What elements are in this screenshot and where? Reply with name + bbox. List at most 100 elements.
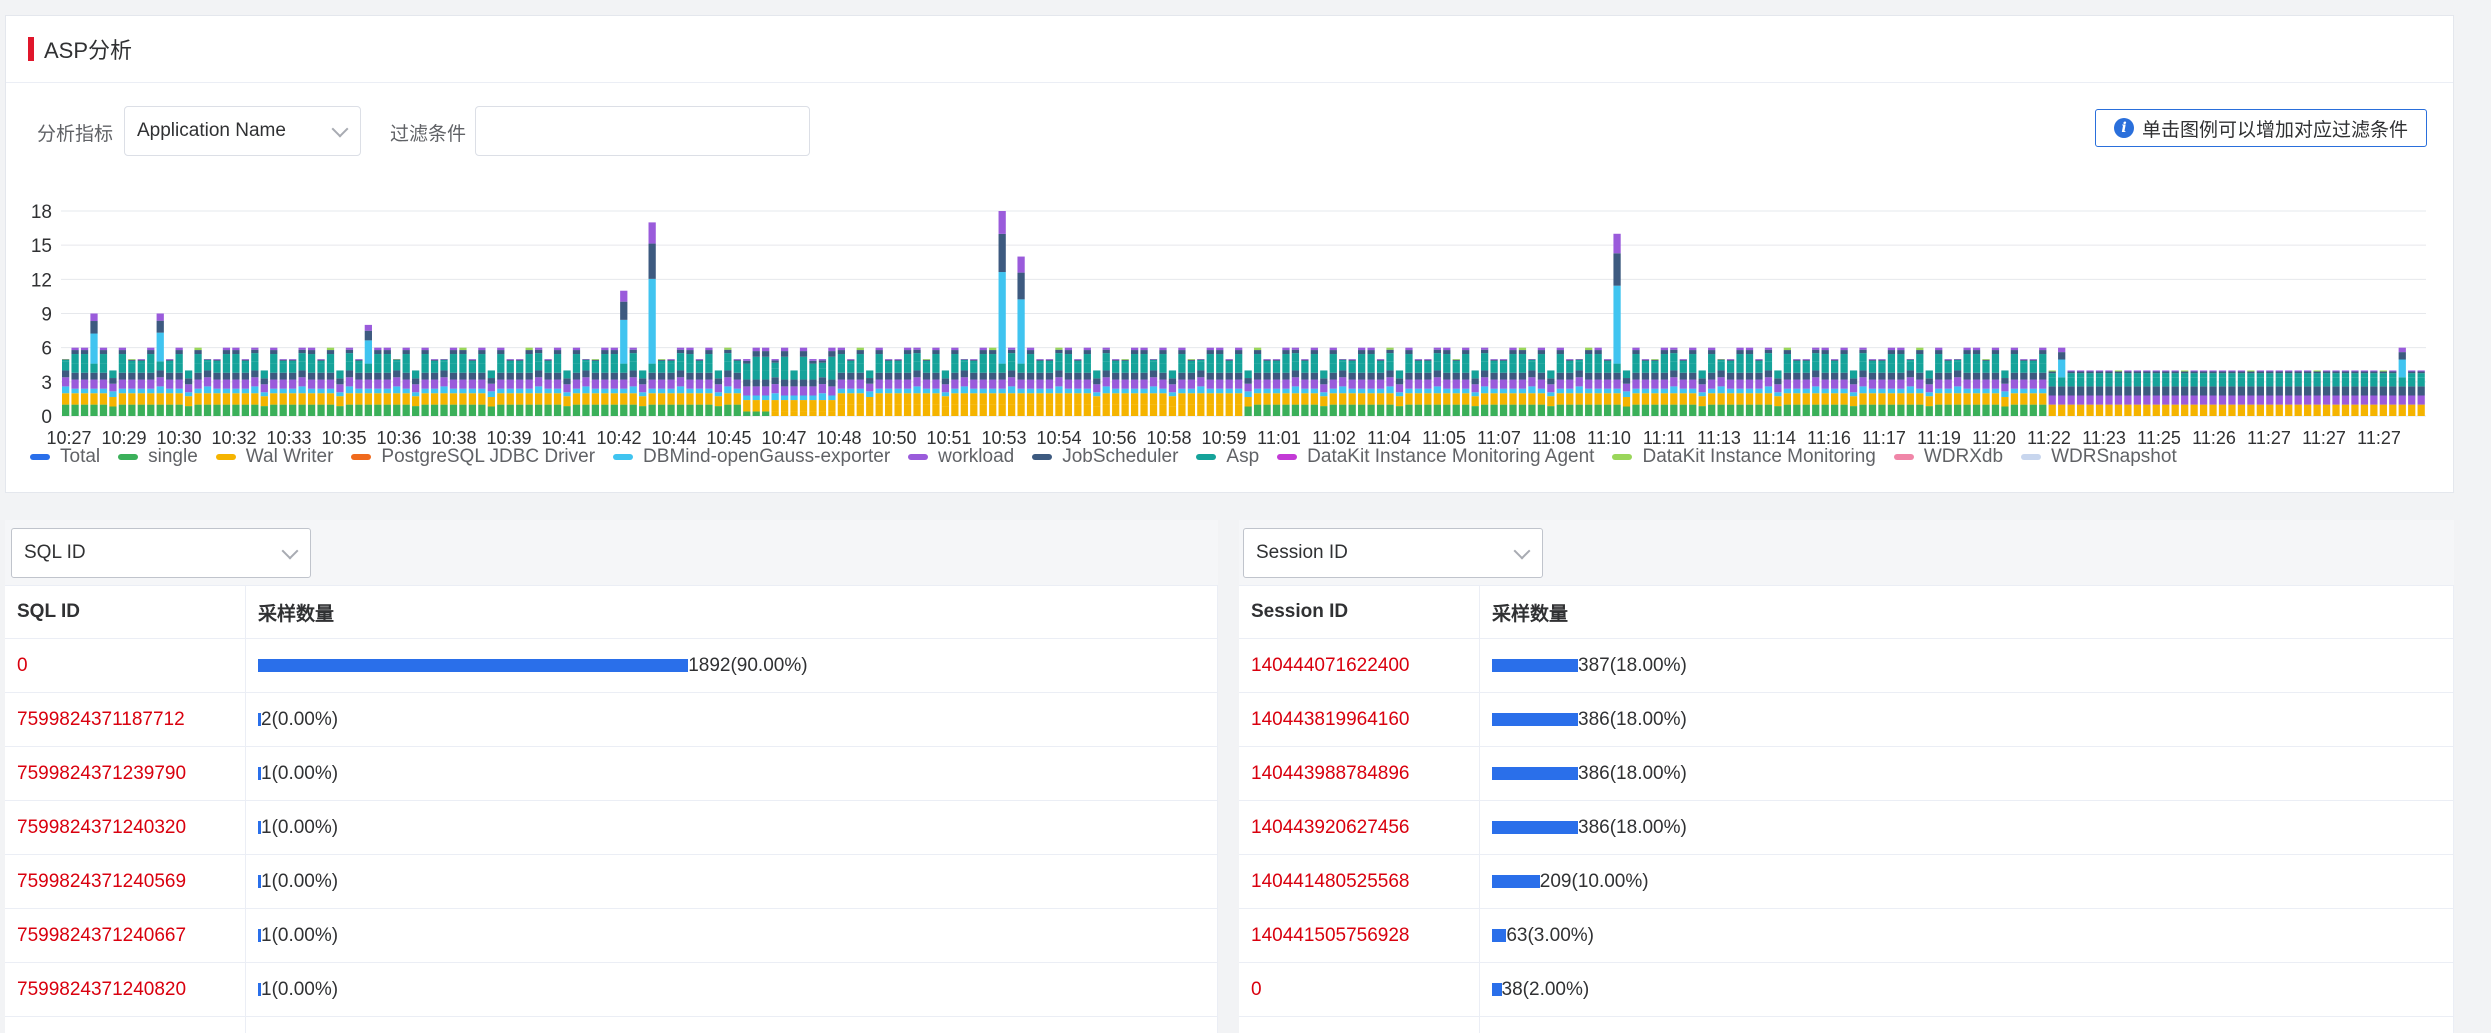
sql-dimension-select[interactable]: SQL ID — [11, 528, 311, 578]
legend-item[interactable]: DataKit Instance Monitoring Agent — [1277, 446, 1594, 468]
row-id[interactable]: 7599824371240320 — [5, 800, 246, 855]
bar-segment — [317, 359, 325, 360]
table-row[interactable]: 7599824371240820 1(0.00%) — [5, 962, 1218, 1017]
bar-segment — [1074, 388, 1082, 394]
bar-segment — [648, 393, 656, 405]
bar-segment — [1187, 379, 1195, 389]
row-id[interactable]: 140444071622400 — [1239, 638, 1480, 693]
bar-segment — [1547, 370, 1555, 379]
table-row[interactable]: 140441505756928 63(3.00%) — [1239, 908, 2454, 963]
bar-segment — [828, 379, 836, 387]
row-id[interactable]: 140443819964160 — [1239, 692, 1480, 747]
legend-item[interactable]: DBMind-openGauss-exporter — [613, 446, 890, 468]
bar-segment — [885, 372, 893, 380]
legend-item[interactable]: JobScheduler — [1032, 446, 1178, 468]
bar-segment — [2218, 395, 2227, 405]
table-row[interactable]: 0 1892(90.00%) — [5, 638, 1218, 693]
row-id[interactable]: 7599824371240569 — [5, 854, 246, 909]
x-tick-label: 11:23 — [2082, 428, 2126, 446]
bar-segment — [1783, 379, 1791, 389]
legend-item[interactable]: Total — [30, 446, 100, 468]
metric-select[interactable]: Application Name — [124, 106, 361, 156]
legend-item[interactable]: single — [118, 446, 198, 468]
row-id[interactable]: 140441505756928 — [1239, 908, 1480, 963]
bar-segment — [251, 370, 259, 378]
bar-segment — [1982, 360, 1990, 364]
bar-segment — [298, 386, 306, 394]
bar-segment — [1216, 350, 1224, 355]
table-row[interactable]: 7599824371240320 1(0.00%) — [5, 800, 1218, 855]
bar-segment — [147, 372, 155, 380]
legend-item[interactable]: workload — [908, 446, 1014, 468]
column-header-sample-count[interactable]: 采样数量 — [245, 586, 1218, 639]
bar-segment — [1121, 360, 1129, 364]
table-row[interactable]: 7599824371240667 1(0.00%) — [5, 908, 1218, 963]
row-id[interactable]: 7599824371241078 — [5, 1016, 246, 1033]
table-row[interactable]: 7599824371239790 1(0.00%) — [5, 746, 1218, 801]
bar-segment — [1424, 388, 1432, 394]
row-id[interactable]: 7599824371239790 — [5, 746, 246, 801]
row-id[interactable]: 140443920627456 — [1239, 800, 1480, 855]
bar-segment — [2351, 377, 2359, 387]
filter-label: 过滤条件 — [390, 124, 467, 145]
bar-segment — [1064, 354, 1073, 364]
bar-segment — [544, 393, 552, 405]
bar-segment — [2133, 373, 2141, 378]
bar-segment — [317, 359, 325, 361]
legend-item[interactable]: PostgreSQL JDBC Driver — [351, 446, 595, 468]
bar-segment — [374, 350, 382, 355]
bar-segment — [1462, 372, 1470, 380]
table-row[interactable]: 140444071622400 387(18.00%) — [1239, 638, 2454, 693]
column-header-session-id[interactable]: Session ID — [1239, 586, 1480, 639]
row-id[interactable]: 0 — [1239, 962, 1480, 1017]
row-id[interactable]: 7599824371187712 — [5, 692, 246, 747]
table-row[interactable]: 7599824371187712 2(0.00%) — [5, 692, 1218, 747]
row-id[interactable]: 7599824371240667 — [5, 908, 246, 963]
bar-segment — [345, 347, 354, 350]
bar-segment — [1206, 347, 1214, 351]
bar-segment — [1272, 404, 1281, 416]
bar-segment — [724, 349, 732, 354]
row-id[interactable]: 0 — [5, 638, 246, 693]
bar-segment — [970, 379, 978, 389]
bar-segment — [1405, 347, 1413, 351]
legend-item[interactable]: WDRSnapshot — [2021, 446, 2177, 468]
column-header-sample-count[interactable]: 采样数量 — [1479, 586, 2454, 639]
table-row[interactable]: 0 38(2.00%) — [1239, 962, 2454, 1017]
bar-segment — [1585, 379, 1593, 389]
table-row[interactable]: 14044361968614415(1.00%) — [1239, 1016, 2454, 1033]
legend-swatch — [908, 454, 929, 460]
table-row[interactable]: 140443920627456 386(18.00%) — [1239, 800, 2454, 855]
session-dimension-select[interactable]: Session ID — [1243, 528, 1543, 578]
row-id[interactable]: 140441480525568 — [1239, 854, 1480, 909]
bar-segment — [2417, 373, 2425, 378]
bar-segment — [478, 350, 486, 355]
bar-segment — [1329, 388, 1337, 394]
panel-title: ASP分析 — [44, 38, 133, 63]
filter-input[interactable] — [475, 106, 810, 156]
legend-item[interactable]: WDRXdb — [1893, 446, 2003, 468]
bar-segment — [1093, 392, 1101, 397]
legend-item[interactable]: DataKit Instance Monitoring — [1612, 446, 1876, 468]
bar-segment — [2152, 370, 2160, 372]
legend-item[interactable]: Wal Writer — [215, 446, 333, 468]
bar-segment — [847, 363, 855, 373]
legend-item[interactable]: Asp — [1196, 446, 1259, 468]
bar-segment — [80, 379, 89, 389]
table-row[interactable]: 140443988784896 386(18.00%) — [1239, 746, 2454, 801]
table-row[interactable]: 7599824371240569 1(0.00%) — [5, 854, 1218, 909]
row-id[interactable]: 7599824371240820 — [5, 962, 246, 1017]
table-row[interactable]: 140441480525568 209(10.00%) — [1239, 854, 2454, 909]
bar-segment — [733, 393, 741, 405]
table-row[interactable]: 75998243712410781(0.00%) — [5, 1016, 1218, 1033]
bar-segment — [2124, 377, 2132, 387]
row-id[interactable]: 140443619686144 — [1239, 1016, 1480, 1033]
bar-segment — [270, 363, 278, 373]
column-header-sql-id[interactable]: SQL ID — [5, 586, 246, 639]
row-id[interactable]: 140443988784896 — [1239, 746, 1480, 801]
bar-segment — [1774, 396, 1782, 407]
bar-segment — [1831, 360, 1839, 364]
table-row[interactable]: 140443819964160 386(18.00%) — [1239, 692, 2454, 747]
legend-filter-tip-button[interactable]: i 单击图例可以增加对应过滤条件 — [2094, 109, 2427, 147]
